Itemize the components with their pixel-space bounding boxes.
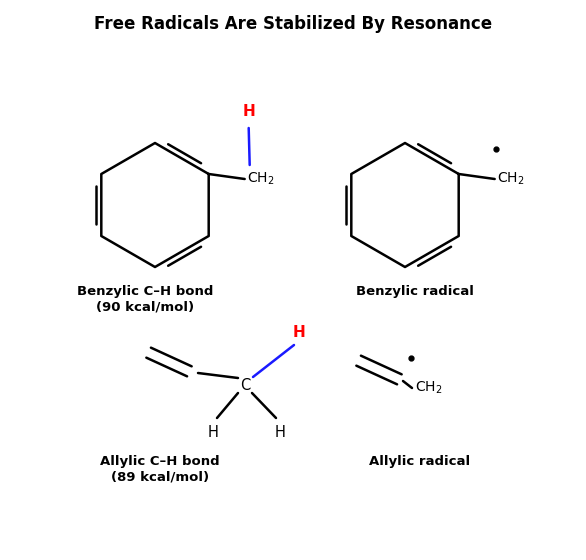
Text: H: H [275,425,285,440]
Text: Benzylic radical: Benzylic radical [356,285,474,298]
Text: CH$_2$: CH$_2$ [415,380,442,396]
Text: CH$_2$: CH$_2$ [247,171,274,187]
Text: Allylic C–H bond
(89 kcal/mol): Allylic C–H bond (89 kcal/mol) [100,455,220,483]
Text: H: H [243,104,255,119]
Text: H: H [292,325,305,340]
Text: Benzylic C–H bond
(90 kcal/mol): Benzylic C–H bond (90 kcal/mol) [77,285,213,313]
Text: Allylic radical: Allylic radical [369,455,471,468]
Text: CH$_2$: CH$_2$ [497,171,524,187]
Text: Free Radicals Are Stabilized By Resonance: Free Radicals Are Stabilized By Resonanc… [94,15,492,33]
Text: H: H [207,425,219,440]
Text: C: C [240,377,250,393]
